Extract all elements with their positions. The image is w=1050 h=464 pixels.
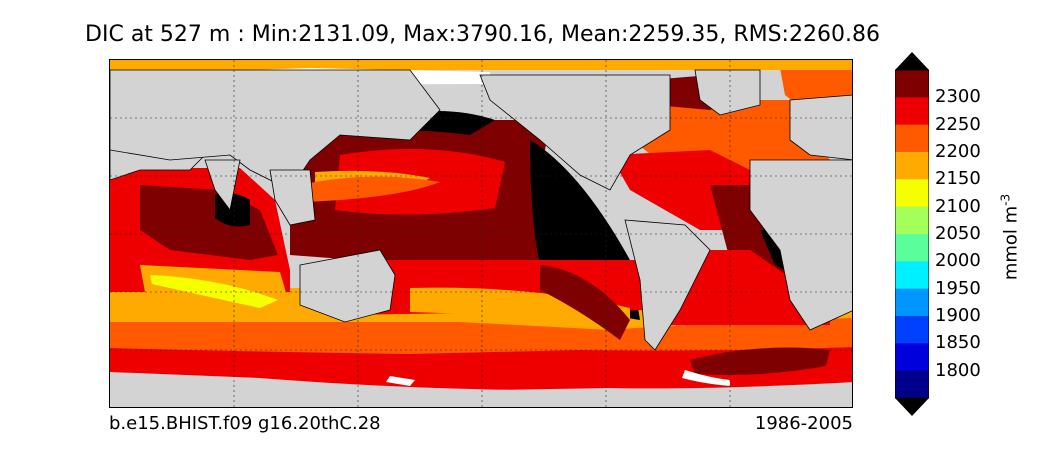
colorbar-segments [895,70,929,399]
north-america-land [479,74,671,191]
colorbar-tick-label: 2300 [935,86,981,108]
map-canvas [110,60,852,407]
weddell-darkred [690,347,830,375]
colorbar-top-arrow [895,52,929,70]
colorbar-tick-label: 2250 [935,113,981,135]
colorbar-tick-label: 2200 [935,141,981,162]
ocean-map [109,59,853,408]
colorbar-tick-label: 1950 [935,277,981,299]
antarctica-land [110,378,852,407]
continents [110,69,852,351]
colorbar-tick-label: 1800 [935,359,981,381]
colorbar-segment [895,97,929,126]
india-land [204,159,241,211]
south-atlantic-red [670,250,830,325]
south-america-land [624,219,711,351]
europe-land [789,94,852,161]
colorbar-tick-label: 2050 [935,223,981,244]
page-title: DIC at 527 m : Min:2131.09, Max:3790.16,… [85,22,880,47]
south-indian-yellow [150,275,278,308]
colorbar-segment [895,288,929,317]
southeast-asia-land [269,169,316,226]
gridlines [110,60,852,407]
arctic-top-orange [110,60,852,70]
colorbar-tick-label: 2000 [935,250,981,272]
unit-exponent: -3 [998,193,1013,206]
colorbar-segment [895,70,929,98]
colorbar-segment [895,234,929,262]
run-identifier-caption: b.e15.BHIST.f09 g16.20thC.28 [109,413,381,434]
australia-land [299,249,396,323]
colorbar-segment [895,261,929,290]
colorbar-segment [895,124,929,153]
unit-text: mmol m [1000,205,1022,281]
greenland-land [694,69,761,116]
antarctic-nodata-2 [386,376,415,386]
south-pacific-orange [410,287,630,322]
kuroshio-orange [300,176,440,202]
colorbar [895,52,929,416]
africa-main-land [749,159,852,331]
colorbar-segment [895,152,929,180]
colorbar-segment [895,343,929,372]
colorbar-bottom-arrow [895,398,929,416]
colorbar-segment [895,206,929,235]
antarctic-nodata-1 [682,370,730,386]
chile-darkred [540,265,630,340]
colorbar-tick-label: 2150 [935,168,981,190]
colorbar-segment [895,179,929,208]
colorbar-tick-label: 1850 [935,332,981,354]
colorbar-segment [895,370,929,399]
colorbar-tick-label: 2100 [935,195,981,217]
colorbar-segment [895,316,929,344]
colorbar-tick-label: 1900 [935,305,981,326]
colorbar-unit-label: mmol m-3 [999,194,1022,280]
period-caption: 1986-2005 [754,413,853,434]
southern-ocean-red-band [110,345,852,390]
